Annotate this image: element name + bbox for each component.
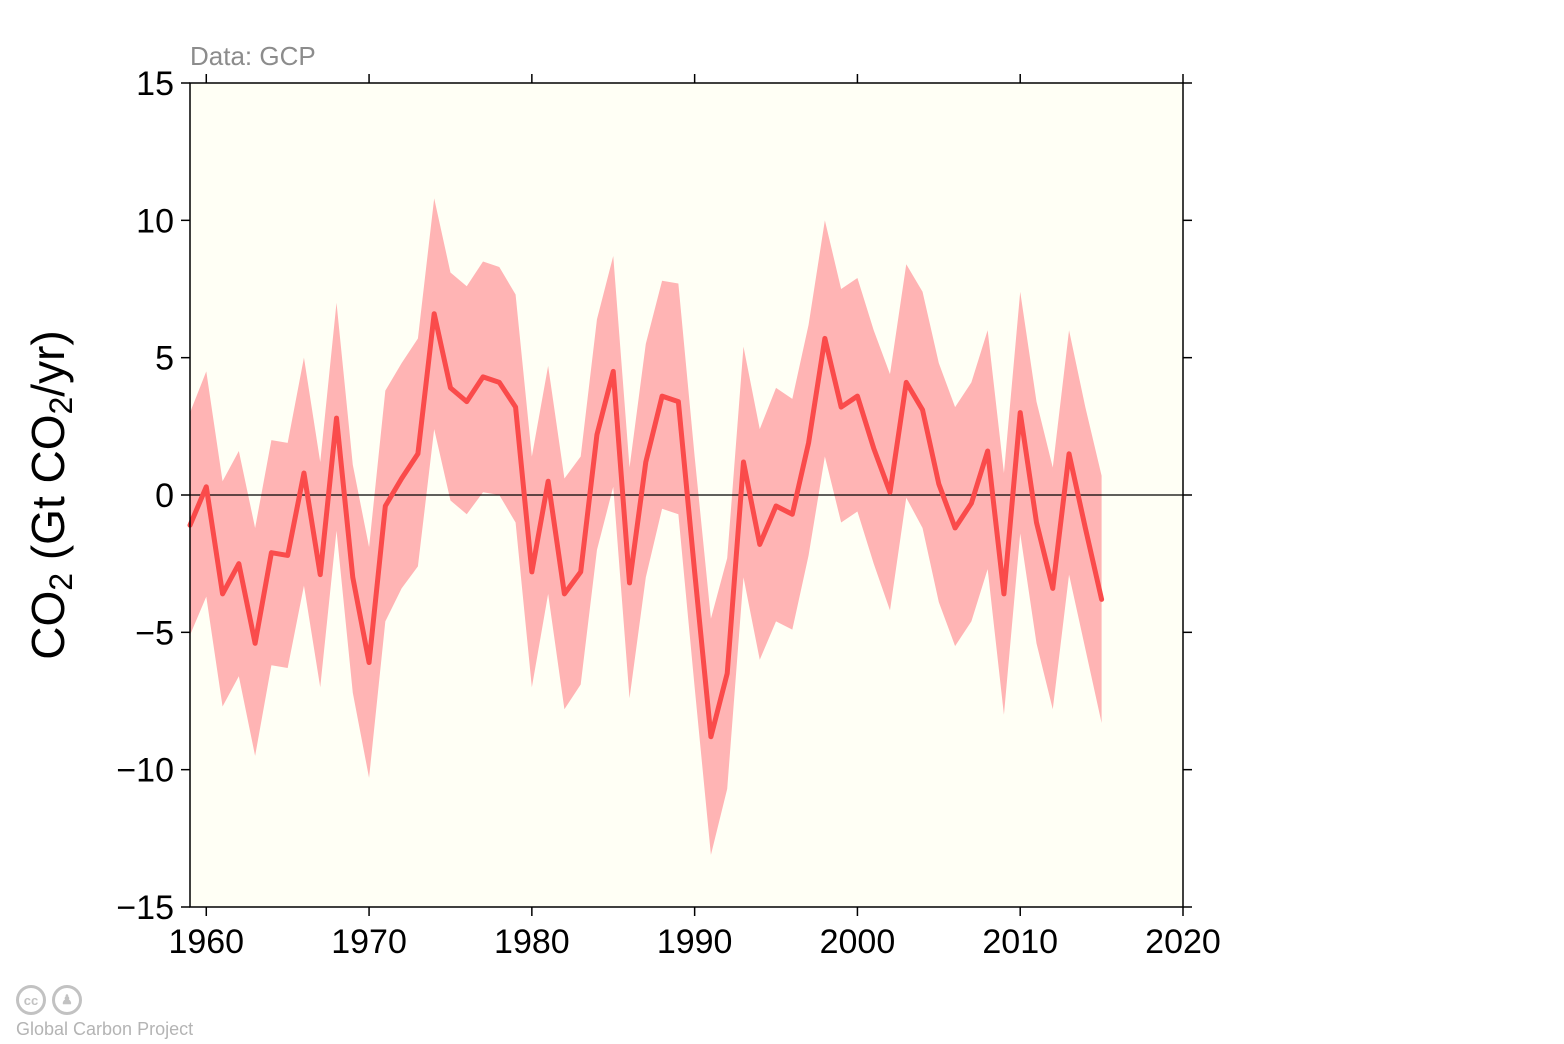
y-axis-label-part: (Gt CO [22, 414, 74, 572]
y-tick-label: −5 [135, 614, 174, 652]
x-tick-label: 2000 [820, 923, 896, 961]
attribution-icon: ♟ [52, 985, 82, 1015]
uncertainty-band [190, 198, 1102, 855]
y-axis-label-subscript: 2 [43, 573, 79, 591]
y-tick-label: −10 [116, 752, 174, 790]
y-axis-label-part: /yr) [22, 330, 74, 396]
y-axis-label: CO2 (Gt CO2/yr) [22, 330, 79, 659]
x-tick-label: 2020 [1145, 923, 1221, 961]
y-tick-label: −15 [116, 889, 174, 927]
series-line-layer [187, 311, 1105, 740]
y-axis-label-part: CO [22, 591, 74, 660]
y-tick-label: 5 [155, 340, 174, 378]
axis-ticks: 1960 1970 1980 1990 2000 2010 2020 15 10 5 0 −5 −10 −… [116, 65, 1221, 961]
x-tick-label: 1990 [657, 923, 733, 961]
source-label: Data: GCP [190, 41, 316, 71]
y-tick-label: 10 [136, 202, 174, 240]
x-tick-label: 1960 [168, 923, 244, 961]
x-tick-label: 1980 [494, 923, 570, 961]
y-tick-label: 0 [155, 477, 174, 515]
credit-text: Global Carbon Project [16, 1019, 194, 1039]
y-tick-label: 15 [136, 65, 174, 103]
uncertainty-band-layer [190, 198, 1102, 855]
x-tick-label: 2010 [982, 923, 1058, 961]
license-badges: cc ♟ [16, 985, 82, 1015]
x-tick-label: 1970 [331, 923, 407, 961]
creative-commons-icon: cc [16, 985, 46, 1015]
series-line [187, 311, 1105, 740]
y-axis-label-subscript: 2 [43, 397, 79, 415]
